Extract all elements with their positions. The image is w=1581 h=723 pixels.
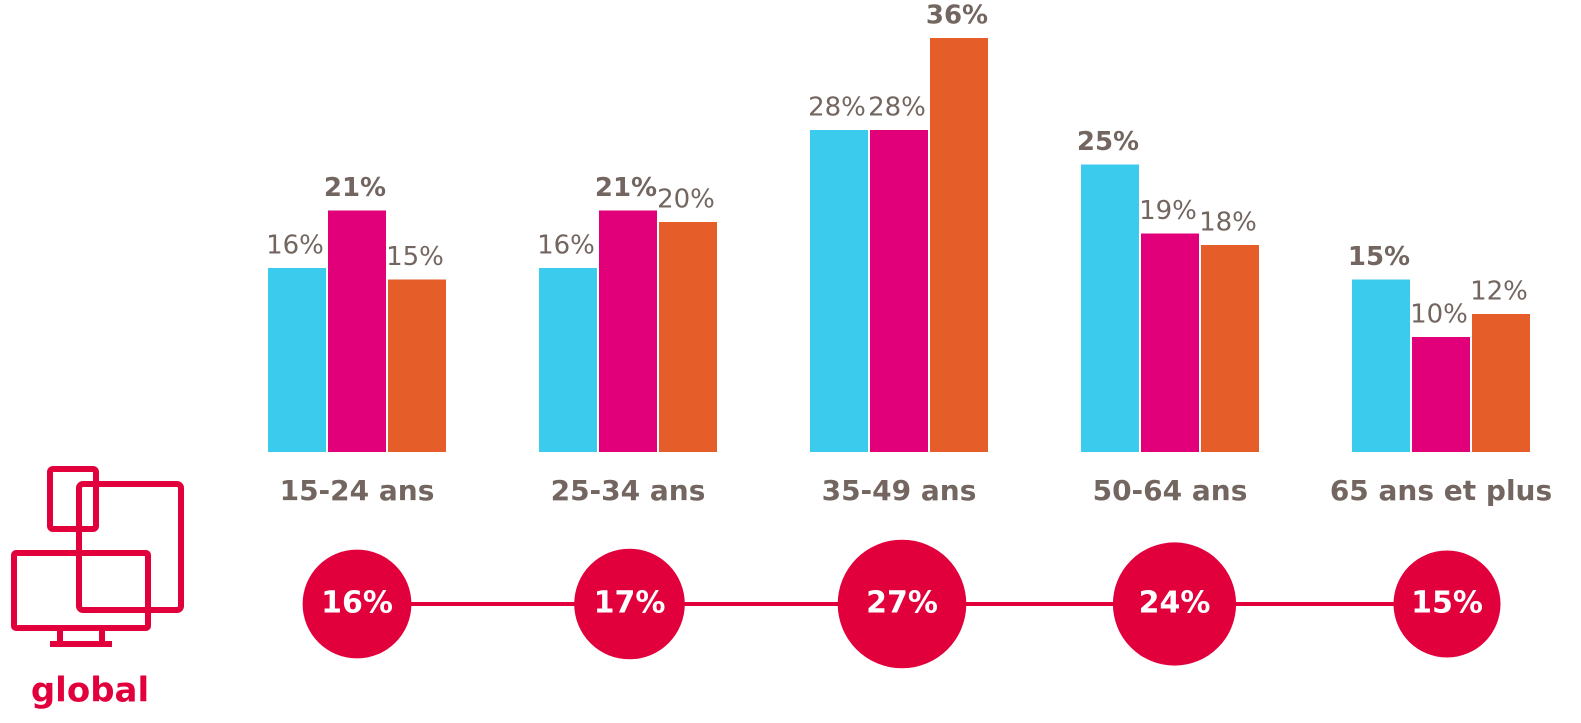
value-label: 15% (1348, 242, 1410, 272)
bar (659, 222, 717, 452)
value-label: 20% (657, 185, 715, 215)
global-circle (837, 539, 967, 669)
value-label: 21% (595, 173, 657, 203)
global-label: global (31, 671, 149, 711)
bar (1141, 233, 1199, 452)
value-label: 21% (324, 173, 386, 203)
global-circle (1112, 542, 1237, 666)
value-label: 28% (868, 93, 926, 123)
bar (328, 210, 386, 452)
global-circle (302, 549, 412, 659)
global-circle (1393, 550, 1501, 658)
bar (268, 268, 326, 452)
global-value-label: 24% (1139, 586, 1211, 621)
value-label: 15% (386, 242, 444, 272)
bar (1352, 279, 1410, 452)
global-value-label: 15% (1411, 586, 1483, 621)
category-label: 15-24 ans (280, 474, 435, 507)
devices-icon (11, 466, 184, 647)
value-label: 18% (1199, 208, 1257, 238)
bar (1472, 314, 1530, 452)
bar (930, 38, 988, 452)
value-label: 16% (537, 231, 595, 261)
value-label: 16% (266, 231, 324, 261)
bar (1081, 164, 1139, 452)
category-label: 25-34 ans (551, 474, 706, 507)
bar (599, 210, 657, 452)
bar (1412, 337, 1470, 452)
category-label: 50-64 ans (1093, 474, 1248, 507)
category-label: 35-49 ans (822, 474, 977, 507)
global-value-label: 16% (321, 586, 393, 621)
bar (870, 130, 928, 452)
value-label: 10% (1410, 300, 1468, 330)
global-value-label: 17% (594, 586, 666, 621)
value-label: 28% (808, 93, 866, 123)
bar (1201, 245, 1259, 452)
category-label: 65 ans et plus (1330, 474, 1552, 507)
value-label: 12% (1470, 277, 1528, 307)
global-value-label: 27% (866, 586, 938, 621)
bar (388, 279, 446, 452)
bar (539, 268, 597, 452)
value-label: 25% (1077, 127, 1139, 157)
bar (810, 130, 868, 452)
value-label: 36% (926, 1, 988, 31)
value-label: 19% (1139, 196, 1197, 226)
global-circle (574, 548, 685, 660)
